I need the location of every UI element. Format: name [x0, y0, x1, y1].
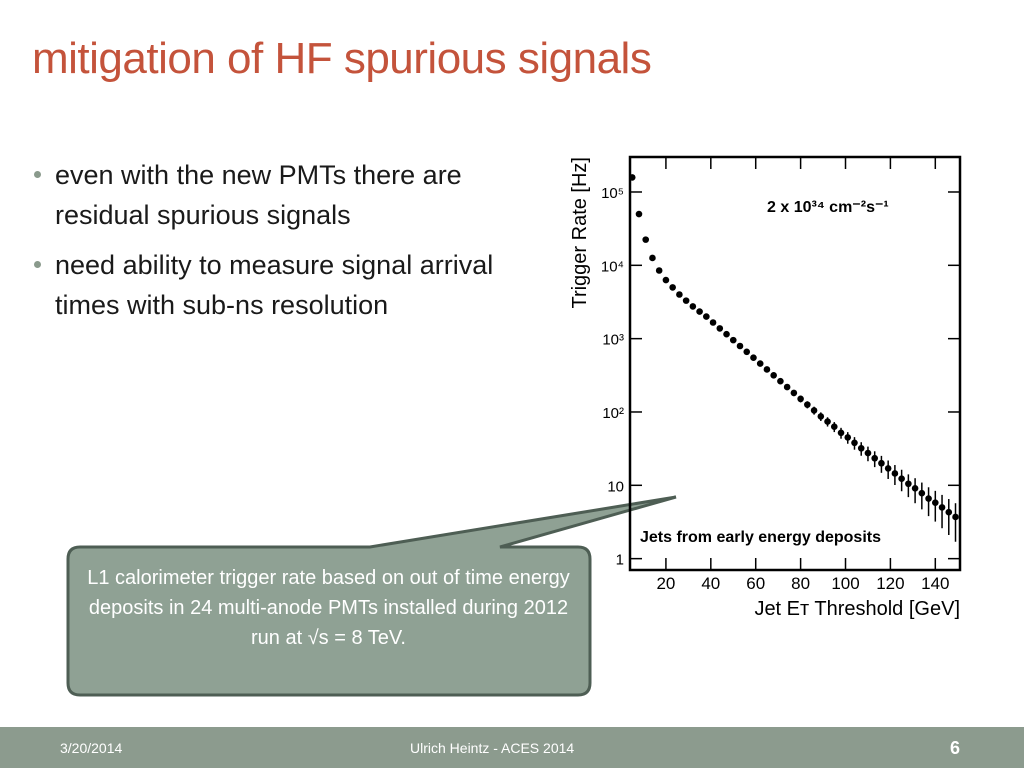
- data-point: [905, 480, 912, 488]
- data-point: [844, 434, 852, 441]
- data-point: [864, 449, 872, 457]
- data-point: [655, 267, 663, 274]
- data-point: [790, 389, 798, 397]
- bullet-dot: [34, 261, 41, 268]
- data-point: [851, 439, 858, 447]
- data-point: [642, 236, 650, 243]
- data-point: [649, 254, 656, 262]
- x-tick-label: 80: [791, 574, 810, 593]
- bullet: even with the new PMTs there are residua…: [34, 155, 524, 235]
- data-point: [824, 418, 831, 425]
- data-point: [878, 459, 885, 467]
- x-tick-label: 140: [921, 574, 949, 593]
- y-tick-label: 10⁵: [601, 185, 624, 202]
- data-point: [945, 508, 953, 516]
- data-point: [783, 383, 791, 391]
- data-point: [662, 276, 670, 284]
- annotation: 2 x 10³⁴ cm⁻²s⁻¹: [767, 199, 889, 216]
- data-point: [925, 495, 932, 502]
- bullet-text: need ability to measure signal arrival t…: [55, 250, 494, 320]
- y-tick-label: 1: [616, 552, 624, 569]
- footer-author: Ulrich Heintz - ACES 2014: [410, 740, 575, 756]
- bullet-list: even with the new PMTs there are residua…: [34, 155, 524, 335]
- x-tick-label: 60: [746, 574, 765, 593]
- y-tick-label: 10²: [602, 405, 624, 422]
- plot: 1 10 10² 10³ 10⁴ 10⁵ 20 40 60 80 100 120 140 Jet Eᴛ T…: [569, 155, 962, 620]
- data-point: [709, 319, 717, 326]
- x-tick-label: 120: [876, 574, 904, 593]
- data-point: [911, 485, 919, 492]
- y-tick-label: 10³: [602, 332, 624, 349]
- data-point: [837, 429, 845, 437]
- footer: 3/20/2014 Ulrich Heintz - ACES 2014 6: [0, 727, 1024, 768]
- y-axis-label: Trigger Rate [Hz]: [569, 157, 591, 309]
- bullet-text: even with the new PMTs there are residua…: [55, 160, 462, 230]
- data-point: [736, 342, 744, 350]
- data-point: [723, 330, 730, 338]
- data-point: [756, 360, 764, 367]
- data-point: [635, 210, 643, 218]
- data-point: [857, 444, 865, 452]
- y-tick-label: 10: [607, 478, 624, 495]
- data-point: [682, 297, 690, 304]
- data-point: [630, 174, 636, 181]
- data-point: [716, 325, 724, 332]
- footer-date: 3/20/2014: [60, 740, 123, 756]
- data-point: [830, 423, 838, 430]
- x-tick-label: 40: [701, 574, 720, 593]
- data-point: [770, 372, 777, 379]
- data-point: [729, 336, 737, 344]
- page-number: 6: [950, 738, 961, 758]
- x-tick-label: 20: [656, 574, 675, 593]
- data-point: [669, 284, 676, 291]
- data-point: [938, 504, 946, 511]
- x-tick-label: 100: [831, 574, 859, 593]
- data-point: [777, 377, 784, 385]
- bullet-dot: [34, 171, 41, 178]
- data-layer: [630, 174, 959, 542]
- data-point: [703, 313, 710, 320]
- bullet: need ability to measure signal arrival t…: [34, 245, 524, 325]
- plot-frame: [628, 155, 962, 572]
- data-point: [871, 454, 878, 462]
- slide-title: mitigation of HF spurious signals: [32, 34, 652, 83]
- data-point: [810, 407, 818, 414]
- data-point: [817, 413, 825, 420]
- data-point: [932, 499, 939, 506]
- data-point: [891, 470, 899, 477]
- callout-text: L1 calorimeter trigger rate based on out…: [87, 567, 570, 649]
- data-point: [804, 401, 811, 408]
- data-point: [884, 465, 892, 472]
- data-point: [676, 291, 683, 298]
- data-point: [750, 354, 757, 361]
- x-axis-label: Jet Eᴛ Threshold [GeV]: [754, 598, 960, 620]
- chart: 1 10 10² 10³ 10⁴ 10⁵ 20 40 60 80 100 120 140 Jet Eᴛ T…: [66, 155, 962, 697]
- data-point: [898, 475, 905, 483]
- data-point: [797, 395, 804, 403]
- data-point: [689, 303, 697, 310]
- annotation: Jets from early energy deposits: [640, 529, 881, 546]
- data-point: [952, 513, 959, 521]
- callout-box: [66, 495, 677, 697]
- data-point: [696, 308, 703, 315]
- data-point: [918, 489, 926, 497]
- data-point: [763, 366, 771, 373]
- y-tick-label: 10⁴: [601, 258, 624, 275]
- data-point: [743, 348, 751, 356]
